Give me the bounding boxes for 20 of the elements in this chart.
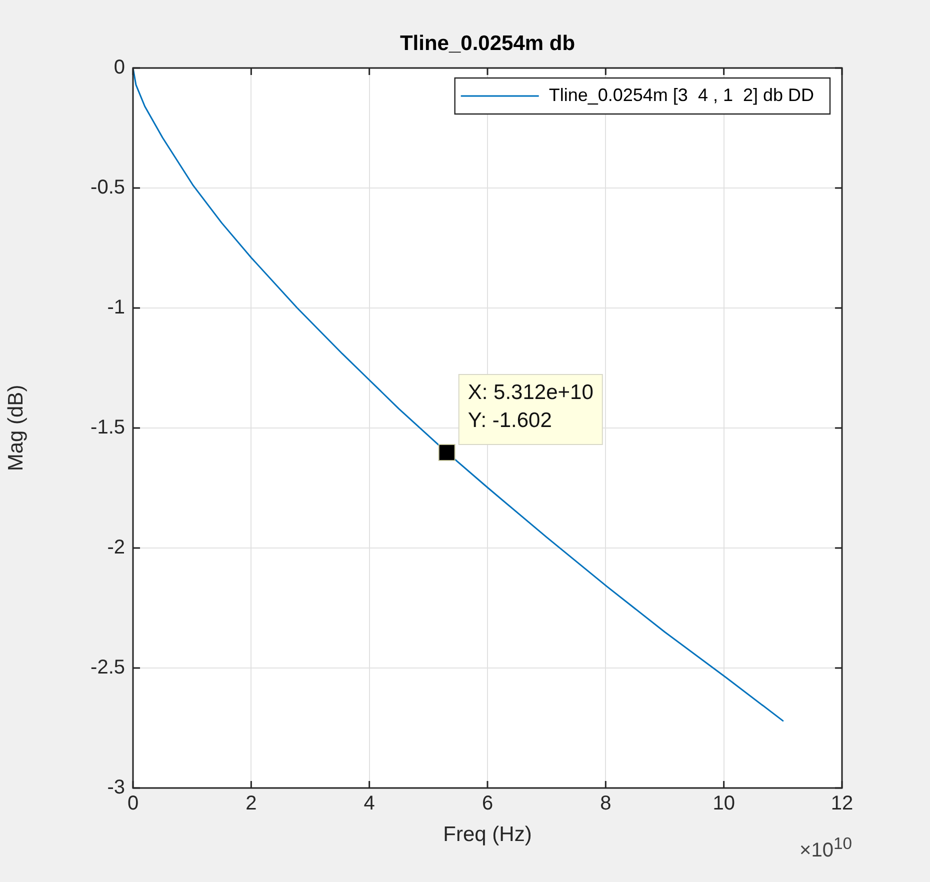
x-tick-label: 6 (482, 792, 494, 815)
y-axis-title: Mag (dB) (4, 384, 28, 472)
x-tick-label: 10 (712, 792, 735, 815)
x-axis-title: Freq (Hz) (443, 823, 532, 846)
x-tick-label: 4 (364, 792, 375, 815)
y-tick-label: -0.5 (90, 176, 125, 199)
x-tick-label: 12 (830, 792, 854, 815)
text: ×10$^{10}$ (800, 834, 852, 863)
y-tick-label: -1 (107, 296, 125, 319)
x-tick-label: 8 (600, 792, 612, 815)
y-tick-label: -2 (107, 536, 125, 559)
x-tick-label: 0 (127, 792, 139, 815)
chart-title: Tline_0.0254m db (400, 32, 576, 55)
y-tick-label: -1.5 (90, 416, 125, 439)
annotation: X: 5.312e+10 Y: -1.602 (468, 380, 594, 432)
y-tick-label: 0 (114, 56, 125, 79)
y-tick-label: -2.5 (90, 656, 125, 679)
x-tick-label: 2 (246, 792, 257, 815)
y-tick-label: -3 (107, 776, 125, 799)
legend-label: Tline_0.0254m [3 4 , 1 2] db DD (548, 84, 814, 105)
